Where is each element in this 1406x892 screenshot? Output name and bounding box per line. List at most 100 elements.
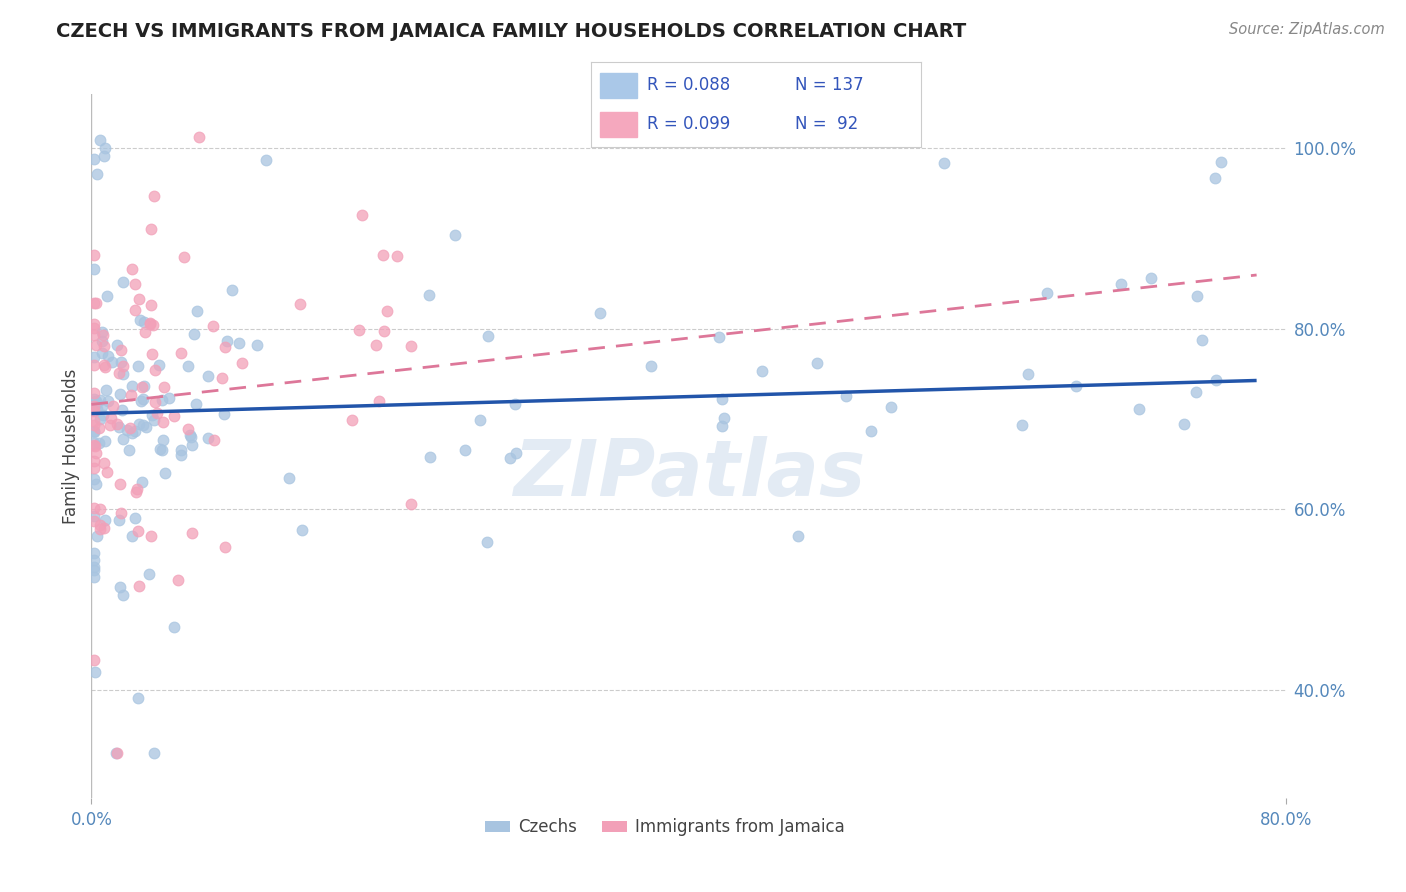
Point [131,475,153,489]
Point [83,560,105,574]
Point [124,424,146,438]
Point [132,417,155,432]
Text: N = 137: N = 137 [796,77,865,95]
Point [83,358,105,372]
Point [150,443,173,458]
Point [112,588,135,602]
Point [110,506,132,520]
Point [787,529,810,543]
Point [751,364,773,378]
Point [127,691,149,706]
Point [375,303,398,318]
Point [277,470,299,484]
Point [100,410,122,425]
Point [128,292,150,306]
FancyBboxPatch shape [600,112,637,137]
Point [93,149,115,163]
Point [163,620,186,634]
Point [1036,286,1059,301]
Text: R = 0.088: R = 0.088 [647,77,730,95]
Point [129,393,152,408]
Point [1109,277,1132,291]
Point [83,424,105,438]
Point [288,297,311,311]
Point [454,443,477,458]
Point [180,430,202,444]
Point [152,415,174,429]
Point [108,366,131,380]
Legend: Czechs, Immigrants from Jamaica: Czechs, Immigrants from Jamaica [478,812,852,843]
Point [138,566,160,581]
Point [128,579,150,593]
Point [91,345,114,359]
Point [129,312,152,326]
Point [254,153,277,167]
Point [170,346,193,360]
Point [155,466,177,480]
Point [93,513,115,527]
Point [177,422,200,436]
Point [83,501,105,516]
Point [131,380,153,394]
Point [399,338,422,352]
Point [352,208,374,222]
FancyBboxPatch shape [600,72,637,98]
Text: N =  92: N = 92 [796,115,859,133]
Point [84,477,107,491]
Point [139,317,162,331]
Point [142,318,165,332]
Point [83,403,105,417]
Point [87,421,110,435]
Point [83,439,105,453]
Text: CZECH VS IMMIGRANTS FROM JAMAICA FAMILY HOUSEHOLDS CORRELATION CHART: CZECH VS IMMIGRANTS FROM JAMAICA FAMILY … [56,22,966,41]
Point [83,153,105,167]
Point [143,412,166,426]
Point [197,368,219,383]
Point [84,338,107,352]
Point [105,746,128,760]
Point [1011,417,1033,432]
Point [89,517,111,532]
Point [86,529,108,543]
Point [110,354,132,368]
Point [121,426,143,441]
Point [148,358,170,372]
Point [94,383,117,397]
Point [100,355,122,369]
Point [143,746,166,760]
Point [143,394,166,409]
Point [83,414,105,428]
Point [83,248,105,262]
Point [806,356,828,370]
Point [93,408,115,422]
Point [93,328,115,343]
Point [83,546,105,560]
Point [111,432,134,446]
Point [86,402,108,417]
Point [127,482,149,496]
Point [214,341,236,355]
Point [105,746,128,760]
Point [132,392,155,406]
Point [371,248,394,262]
Point [145,406,167,420]
Point [152,380,174,394]
Point [84,397,107,411]
Point [179,428,201,442]
Point [94,359,117,374]
Point [141,529,163,543]
Point [83,399,105,413]
Point [83,425,105,440]
Point [108,513,131,527]
Point [89,501,111,516]
Point [86,296,108,310]
Point [132,315,155,329]
Point [134,325,156,339]
Point [1173,417,1195,431]
Point [86,168,108,182]
Point [89,392,111,407]
Point [128,417,150,431]
Point [368,393,391,408]
Point [94,434,117,449]
Point [1204,170,1226,185]
